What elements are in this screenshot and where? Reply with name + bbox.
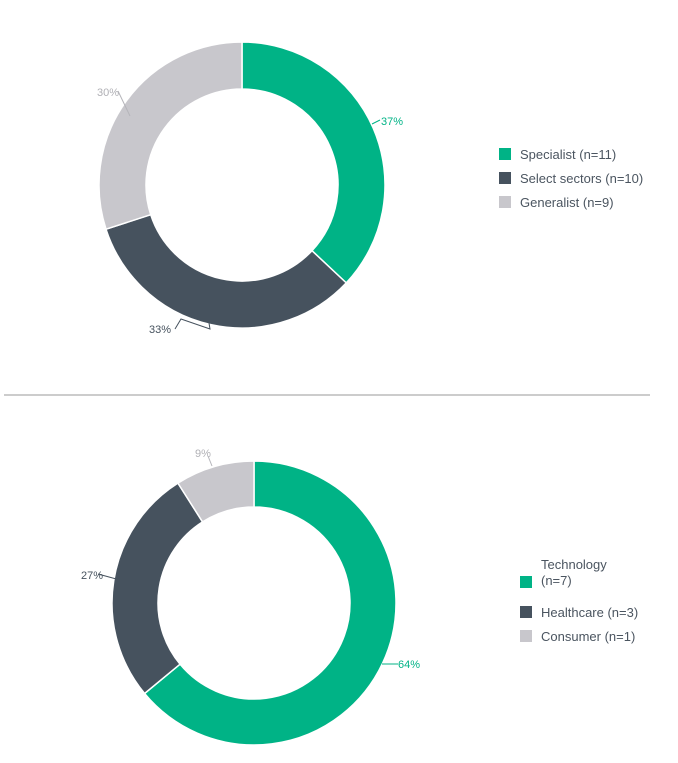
leader-line-healthcare (97, 573, 121, 581)
legend-swatch-select-sectors (499, 172, 511, 184)
legend-label-specialist: Specialist (n=11) (520, 147, 616, 162)
leader-line-select-sectors (174, 318, 211, 330)
legend-swatch-generalist (499, 196, 511, 208)
legend-label-select-sectors: Select sectors (n=10) (520, 171, 643, 186)
slice-consumer (176, 460, 255, 523)
legend-label-healthcare: Healthcare (n=3) (541, 605, 638, 620)
value-label-specialist: 37% (381, 116, 403, 128)
legend-label-generalist: Generalist (n=9) (520, 195, 614, 210)
value-label-generalist: 30% (97, 87, 119, 99)
legend-label-consumer: Consumer (n=1) (541, 629, 635, 644)
legend-swatch-consumer (520, 630, 532, 642)
slice-healthcare (111, 482, 204, 695)
value-label-healthcare: 27% (81, 570, 103, 582)
legend-swatch-healthcare (520, 606, 532, 618)
slice-select-sectors (105, 213, 348, 329)
donut-chart-investment-focus: 37% 33% 30% Specialist (n=11) Select sectors… (97, 41, 643, 336)
leader-line-generalist (117, 90, 131, 117)
slice-technology (143, 460, 397, 746)
legend-swatch-technology (520, 576, 532, 588)
slice-specialist (241, 41, 386, 284)
legend-swatch-specialist (499, 148, 511, 160)
leader-line-specialist (371, 119, 381, 125)
legend-label-technology: Technology (n=7) (541, 557, 607, 588)
slice-generalist (98, 41, 243, 231)
value-label-select-sectors: 33% (149, 324, 171, 336)
donut-chart-sector-focus: 64% 27% 9% Technology (n=7) Healthcare (n=3) C… (81, 448, 638, 746)
value-label-technology: 64% (398, 659, 420, 671)
leader-line-consumer (207, 455, 213, 467)
value-label-consumer: 9% (195, 448, 211, 460)
